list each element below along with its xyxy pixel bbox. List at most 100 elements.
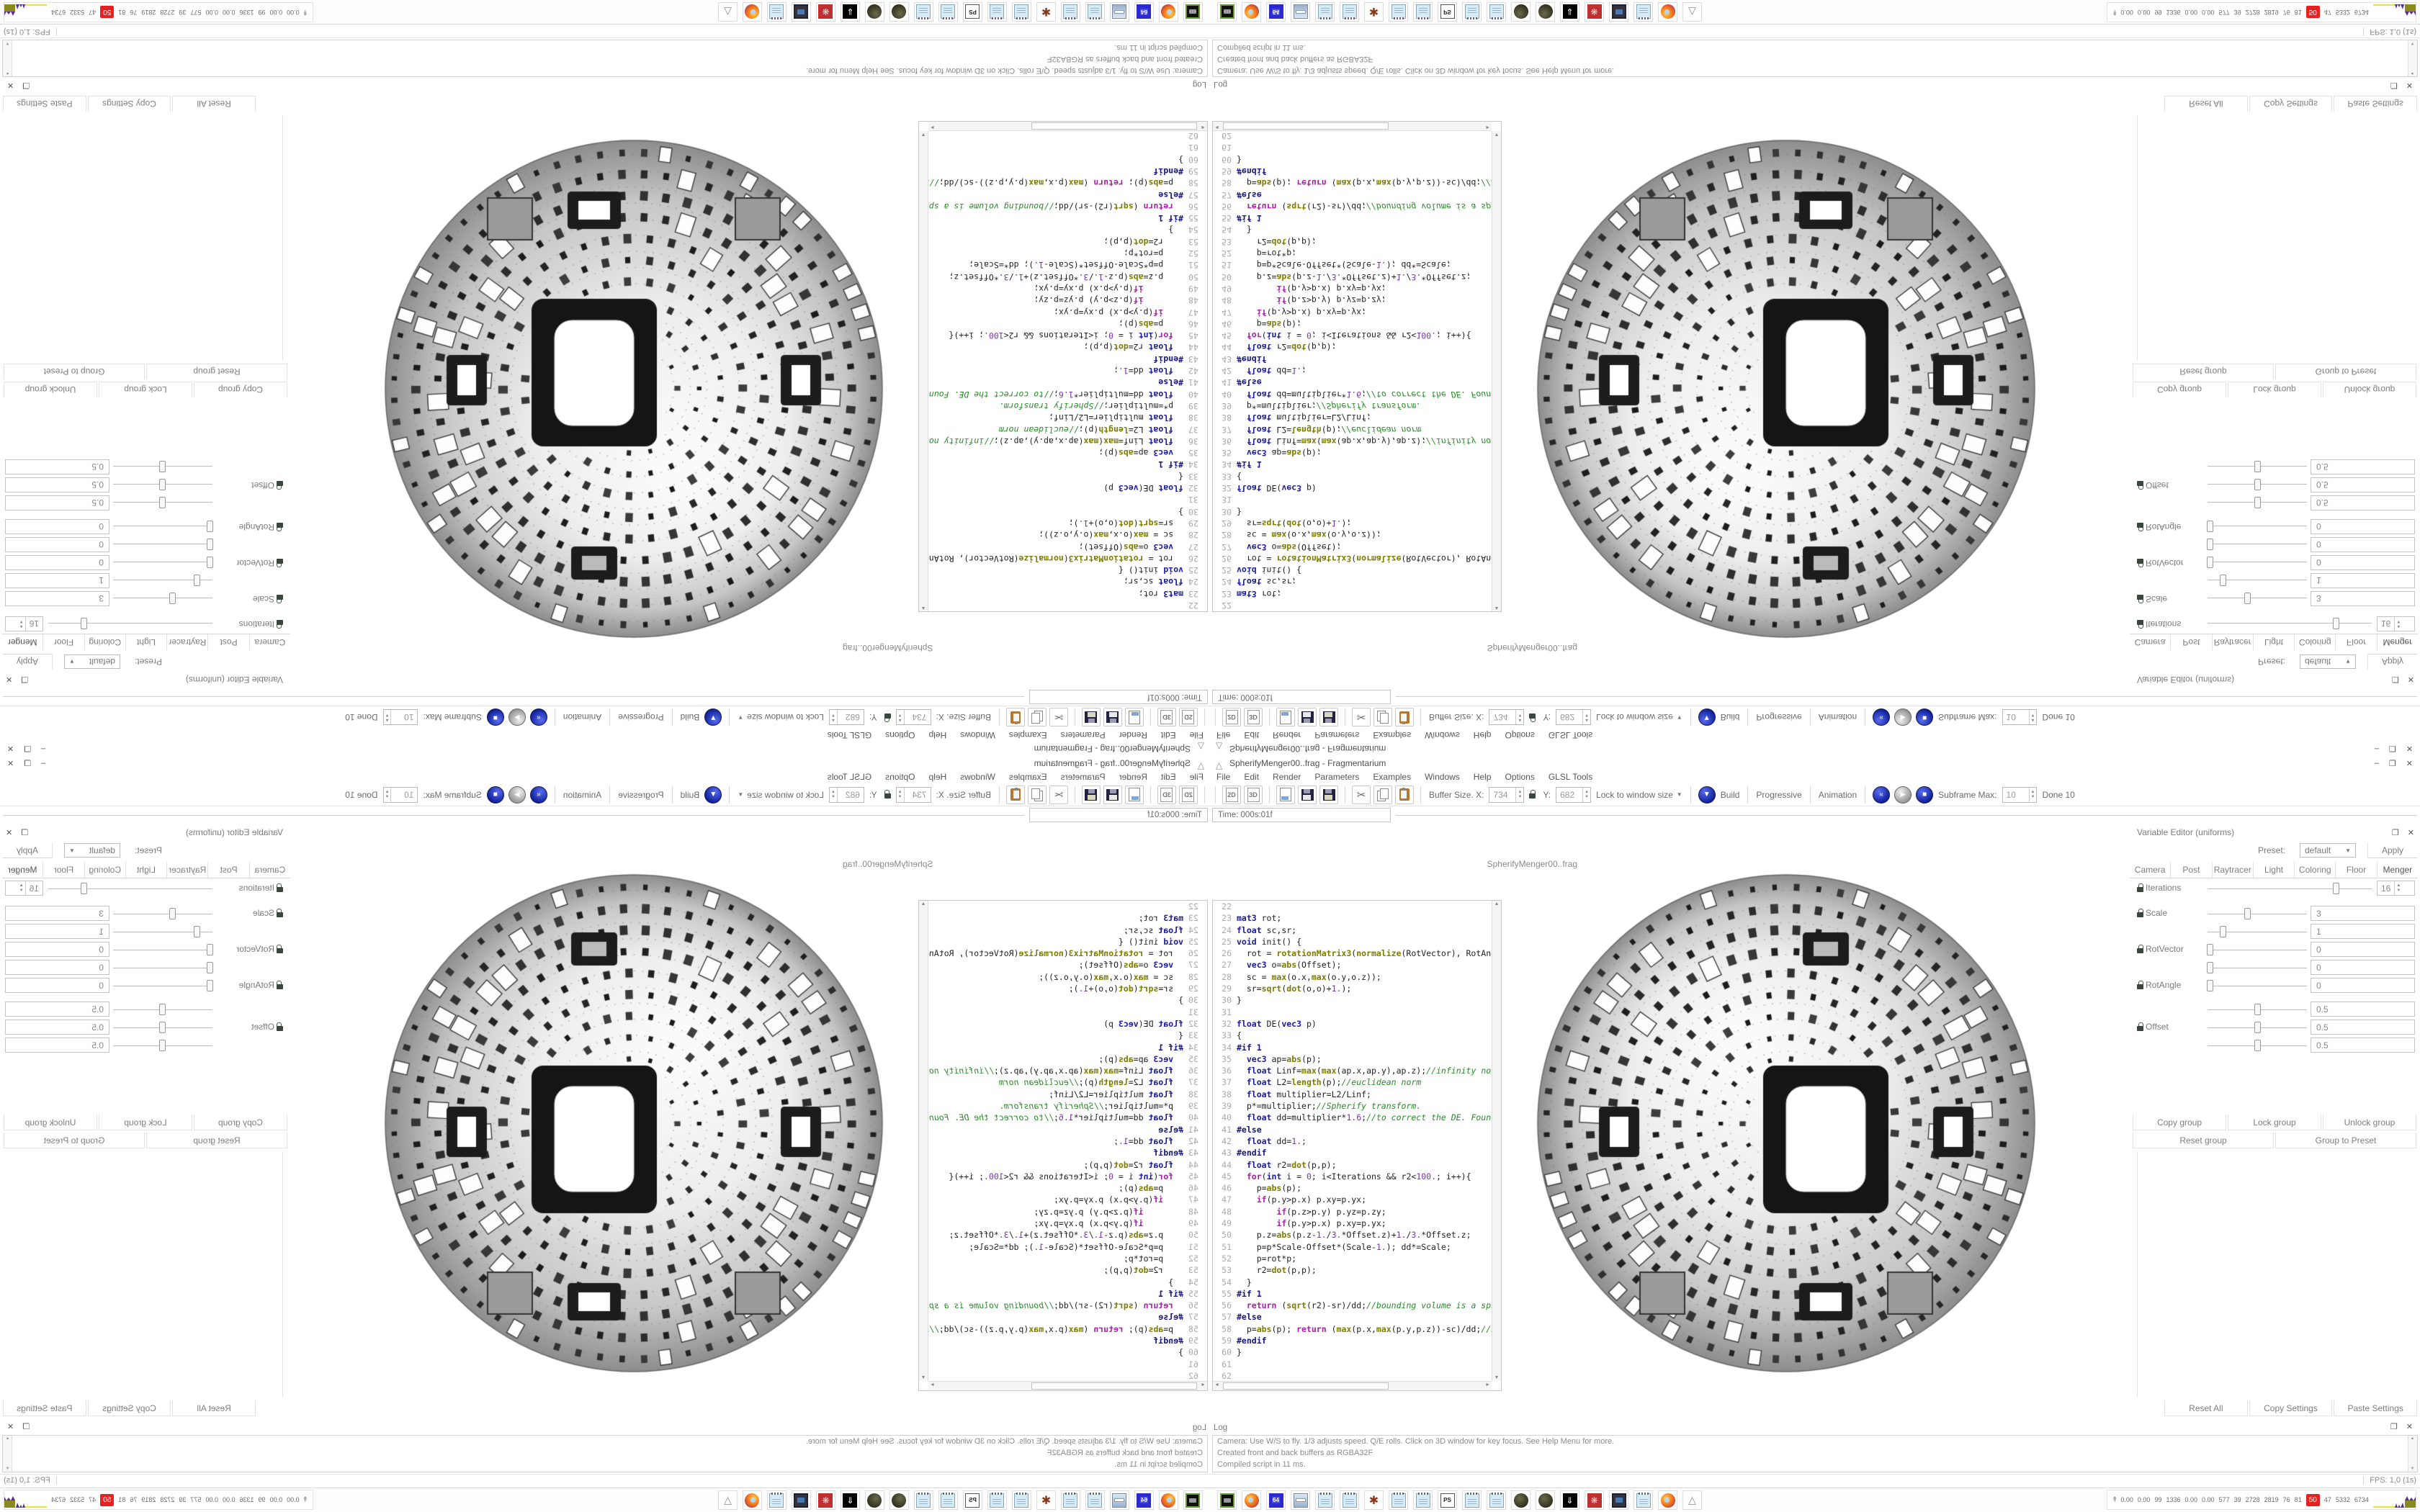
preview-2d-button[interactable]: 2D: [1222, 708, 1241, 727]
taskbar-notepad-icon[interactable]: [914, 2, 933, 22]
taskbar-firefox-icon[interactable]: [1242, 2, 1261, 22]
float-panel-button[interactable]: ❐: [21, 675, 29, 684]
code-line[interactable]: 59 #endif: [1222, 1335, 1267, 1346]
scroll-down-icon[interactable]: ▼: [1494, 132, 1500, 137]
slider-handle[interactable]: [2206, 557, 2213, 568]
buffer-y-spinner[interactable]: 682 ▲ ▼: [828, 786, 864, 803]
param-slider[interactable]: [48, 883, 212, 894]
fractal-3d-view[interactable]: [1512, 871, 2060, 1375]
code-line[interactable]: 44 float r2=dot(p,p);: [1222, 342, 1337, 353]
code-line[interactable]: 51 p=p*Scale-Offset*(Scale-1.); dd*=Scal…: [969, 1241, 1198, 1252]
menu-file[interactable]: File: [1189, 730, 1204, 740]
code-line[interactable]: 37 float L2=length(p);//euclidean norm: [1222, 424, 1422, 435]
scroll-down-icon[interactable]: ▼: [2410, 41, 2415, 45]
taskbar-arrow-icon[interactable]: [1560, 1490, 1579, 1510]
param-value-field[interactable]: 0: [2311, 978, 2415, 993]
close-panel-button[interactable]: ✕: [6, 828, 13, 837]
close-panel-button[interactable]: ✕: [7, 81, 14, 89]
taskbar-paint-splat-icon[interactable]: [1036, 1490, 1056, 1510]
slider-handle[interactable]: [169, 908, 176, 919]
tab-raytracer[interactable]: Raytracer: [2211, 634, 2253, 650]
param-value-field[interactable]: 1: [2311, 573, 2415, 588]
spinner-arrows-icon[interactable]: ▲ ▼: [2028, 787, 2037, 802]
code-line[interactable]: 39 p*=multiplier;//Spherify transform.: [998, 1101, 1198, 1112]
taskbar-notepad-icon[interactable]: [987, 1490, 1007, 1510]
slider-handle[interactable]: [2332, 618, 2339, 629]
log-output[interactable]: Camera: Use W/S to fly. 1/3 adjusts spee…: [1212, 40, 2418, 77]
copy-button[interactable]: [1373, 785, 1392, 804]
taskbar-paint-splat-icon[interactable]: [1036, 2, 1056, 22]
lock-aspect-icon[interactable]: [1529, 790, 1537, 799]
spinner-arrows-icon[interactable]: ▲ ▼: [2394, 617, 2403, 631]
buffer-x-spinner[interactable]: 734 ▲ ▼: [1489, 786, 1525, 803]
slider-handle[interactable]: [207, 557, 214, 568]
fractal-3d-view[interactable]: [1512, 137, 2060, 641]
code-line[interactable]: 59 #endif: [1222, 166, 1267, 177]
editor-tab[interactable]: SpherifyMenger00..frag: [843, 643, 933, 653]
scroll-left-icon[interactable]: ◄: [1214, 125, 1219, 130]
open-file-button[interactable]: [1125, 708, 1144, 727]
save-button[interactable]: [1103, 708, 1122, 727]
code-line[interactable]: 41 #else: [1222, 377, 1262, 388]
subframe-max-spinner[interactable]: 10 ▲ ▼: [2002, 709, 2038, 726]
code-line[interactable]: 61: [1222, 1359, 1232, 1369]
preset-dropdown[interactable]: default ▼: [64, 843, 120, 858]
code-lines[interactable]: 22 23 mat3 rot; 24 float sc,sr; 25 void init()…: [928, 901, 1207, 1381]
taskbar-emulator-icon[interactable]: [1217, 1490, 1237, 1510]
scroll-right-icon[interactable]: ►: [1485, 1382, 1490, 1387]
param-slider[interactable]: [113, 1040, 212, 1051]
paste-button[interactable]: [1006, 785, 1025, 804]
code-line[interactable]: 24 float sc,sr;: [1123, 924, 1198, 935]
code-line[interactable]: 35 vec3 ap=abs(p);: [1098, 448, 1198, 459]
code-line[interactable]: 31: [1222, 495, 1232, 505]
code-line[interactable]: 50 p.z=abs(p.z-1./3.*Offset.z)+1./3.*Off…: [1222, 271, 1471, 282]
code-line[interactable]: 45 for(int i = 0; i<Iterations && r2<100…: [949, 1171, 1198, 1182]
close-button[interactable]: ✕: [2406, 744, 2413, 753]
restore-button[interactable]: ❐: [2388, 759, 2396, 768]
editor-horizontal-scrollbar[interactable]: ◄ ►: [928, 122, 1207, 131]
param-value-field[interactable]: 1: [5, 924, 109, 939]
param-slider[interactable]: [2208, 1040, 2307, 1051]
code-line[interactable]: 33{: [1178, 471, 1198, 482]
tab-coloring[interactable]: Coloring: [84, 634, 126, 650]
buffer-x-spinner[interactable]: 734 ▲ ▼: [1489, 709, 1525, 726]
open-file-button[interactable]: [1276, 708, 1295, 727]
slider-handle[interactable]: [2206, 521, 2213, 532]
menu-parameters[interactable]: Parameters: [1314, 730, 1360, 740]
log-scrollbar[interactable]: ▲ ▼: [3, 40, 12, 76]
param-slider[interactable]: [2208, 1022, 2307, 1033]
slider-handle[interactable]: [207, 944, 214, 955]
code-line[interactable]: 35 vec3 ap=abs(p);: [1222, 1053, 1322, 1064]
scroll-up-icon[interactable]: ▲: [1494, 901, 1500, 906]
minimize-button[interactable]: –: [41, 744, 46, 754]
param-slider[interactable]: [113, 497, 212, 508]
code-line[interactable]: 42 float dd=1.;: [1222, 366, 1307, 377]
taskbar-notepad-icon[interactable]: [1462, 2, 1482, 22]
taskbar-paint-splat-icon[interactable]: [1364, 2, 1384, 22]
code-line[interactable]: 45 for(int i = 0; i<Iterations && r2<100…: [949, 330, 1198, 341]
code-line[interactable]: 26 rot = rotationMatrix3(normalize(RotVe…: [1222, 553, 1492, 564]
menu-render[interactable]: Render: [1273, 730, 1301, 740]
param-spinbox[interactable]: 16 ▲ ▼: [5, 616, 43, 631]
code-line[interactable]: 48 if(p.z>p.y) p.yz=p.zy;: [1222, 1206, 1386, 1217]
code-line[interactable]: 53 r2=dot(p,p);: [1103, 236, 1198, 247]
code-line[interactable]: 29 sr=sqrt(dot(o,o)+1.);: [1222, 984, 1352, 994]
lock-group-button[interactable]: Lock group: [99, 382, 192, 397]
menu-edit[interactable]: Edit: [1244, 772, 1260, 782]
code-line[interactable]: 35 vec3 ap=abs(p);: [1098, 1053, 1198, 1064]
log-scrollbar[interactable]: ▲ ▼: [3, 1436, 12, 1472]
editor-horizontal-scrollbar[interactable]: ◄ ►: [928, 1381, 1207, 1390]
copy-settings-button[interactable]: Copy Settings: [87, 96, 171, 112]
paste-button[interactable]: [1395, 785, 1414, 804]
taskbar-firefox-icon[interactable]: [1658, 2, 1677, 22]
code-line[interactable]: 23 mat3 rot;: [1138, 913, 1198, 924]
param-value-field[interactable]: 1: [5, 573, 109, 588]
menu-windows[interactable]: Windows: [960, 772, 995, 782]
copy-settings-button[interactable]: Copy Settings: [87, 1400, 171, 1416]
taskbar-dark-orb-icon[interactable]: [1511, 1490, 1531, 1510]
minimize-button[interactable]: –: [41, 758, 46, 768]
code-line[interactable]: 34 #if 1: [1158, 1042, 1198, 1053]
paste-button[interactable]: [1395, 708, 1414, 727]
code-line[interactable]: 42 float dd=1.;: [1222, 1135, 1307, 1146]
close-panel-button[interactable]: ✕: [2406, 81, 2413, 89]
